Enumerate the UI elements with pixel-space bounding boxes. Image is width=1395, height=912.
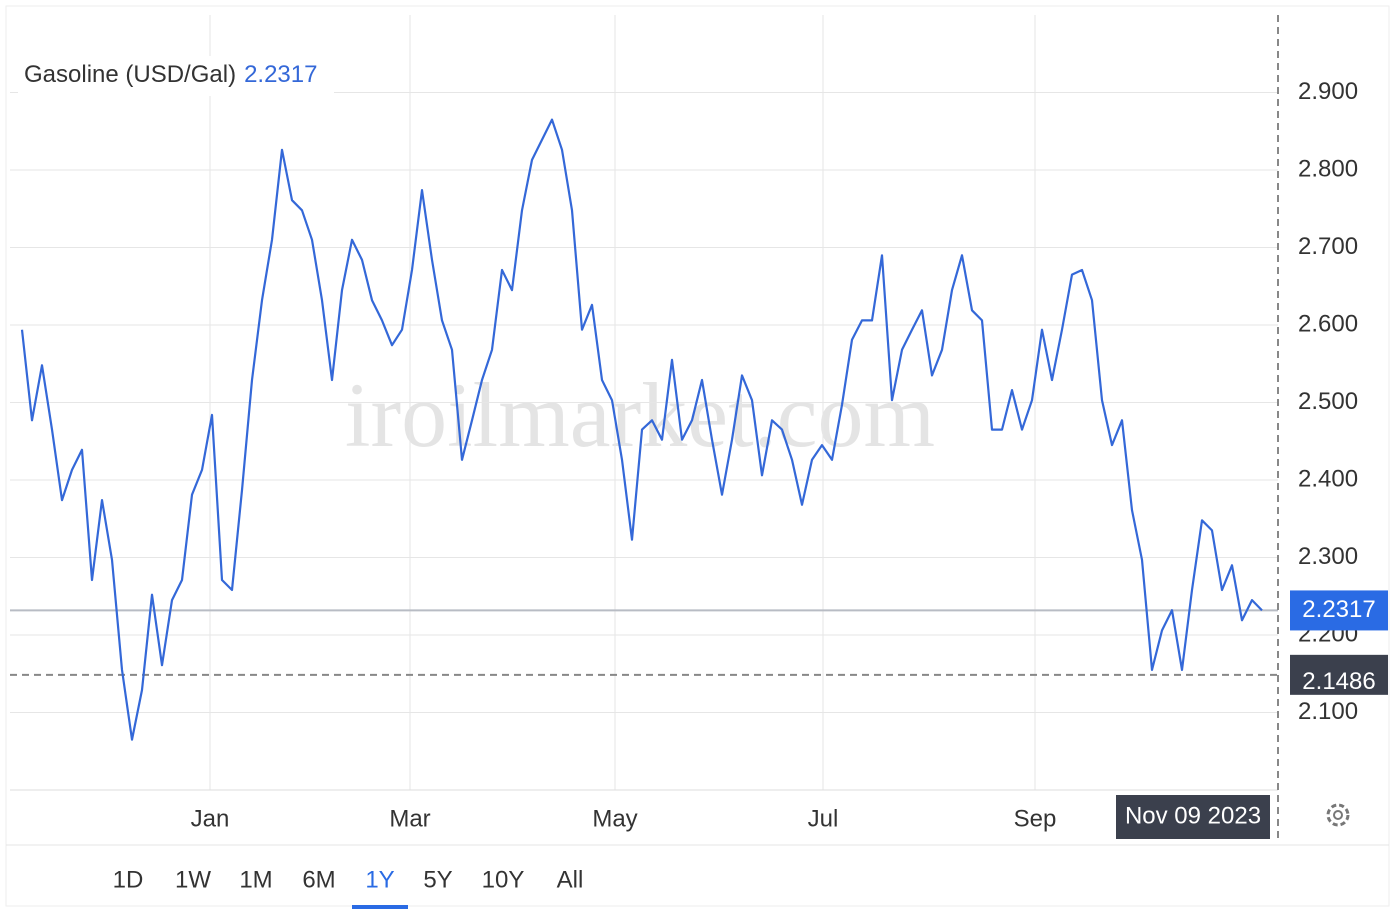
x-tick-label: May xyxy=(592,805,637,832)
range-button[interactable]: 5Y xyxy=(423,866,452,893)
y-tick-label: 2.300 xyxy=(1298,543,1358,570)
y-tick-label: 2.400 xyxy=(1298,465,1358,492)
x-tick-label: Jul xyxy=(808,805,839,832)
current-value-label: 2.2317 xyxy=(1302,596,1375,623)
range-button[interactable]: 1W xyxy=(175,866,211,893)
range-button[interactable]: 1M xyxy=(239,866,272,893)
title-value: 2.2317 xyxy=(244,61,317,88)
y-tick-label: 2.900 xyxy=(1298,78,1358,105)
x-tick-label: Mar xyxy=(389,805,430,832)
crosshair-value-badge xyxy=(1290,654,1388,695)
title-text: Gasoline (USD/Gal) xyxy=(24,61,236,88)
y-tick-label: 2.500 xyxy=(1298,388,1358,415)
crosshair-date-badge xyxy=(1116,795,1270,839)
range-button[interactable]: All xyxy=(557,866,584,893)
x-tick-label: Jan xyxy=(191,805,230,832)
range-button[interactable]: 10Y xyxy=(482,866,525,893)
range-button[interactable]: 1Y xyxy=(365,866,394,893)
chart-title: Gasoline (USD/Gal) 2.2317 xyxy=(24,61,317,88)
crosshair-value-label: 2.1486 xyxy=(1302,668,1375,695)
line-series xyxy=(20,118,1263,741)
y-tick-label: 2.600 xyxy=(1298,310,1358,337)
title-bg xyxy=(18,56,334,96)
range-underline xyxy=(352,905,408,909)
crosshair-date-label: Nov 09 2023 xyxy=(1125,802,1261,829)
range-button[interactable]: 6M xyxy=(302,866,335,893)
y-tick-label: 2.700 xyxy=(1298,233,1358,260)
range-button[interactable]: 1D xyxy=(113,866,144,893)
x-tick-label: Sep xyxy=(1014,805,1057,832)
frame xyxy=(5,5,1390,907)
settings-icon[interactable] xyxy=(1326,803,1350,827)
y-tick-label: 2.100 xyxy=(1298,698,1358,725)
y-tick-label: 2.800 xyxy=(1298,155,1358,182)
current-value-badge xyxy=(1290,590,1388,631)
